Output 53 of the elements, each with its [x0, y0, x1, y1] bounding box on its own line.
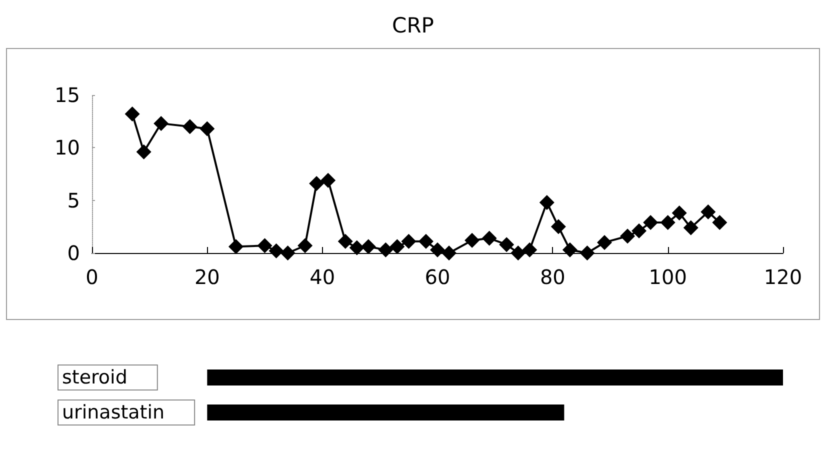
point: [632, 223, 647, 238]
point: [430, 242, 445, 258]
point: [338, 234, 353, 249]
x-tick-label: 40: [310, 265, 336, 289]
point: [349, 240, 364, 256]
point: [309, 176, 324, 191]
point: [280, 246, 296, 260]
y-tick-label: 0: [67, 241, 80, 265]
point: [510, 246, 526, 260]
point: [136, 144, 152, 160]
point: [522, 242, 538, 258]
point: [320, 172, 336, 188]
point: [228, 239, 244, 254]
point: [360, 239, 376, 254]
y-tick-label: 10: [54, 136, 80, 160]
point: [298, 238, 313, 254]
point: [596, 234, 612, 250]
point: [660, 214, 676, 230]
y-tick-label: urinastatin: [62, 402, 165, 424]
point: [499, 237, 514, 252]
point: [482, 230, 497, 246]
x-tick-label: 60: [424, 265, 450, 289]
point: [442, 246, 457, 260]
point: [672, 205, 687, 220]
point: [182, 119, 198, 134]
point: [550, 219, 566, 234]
point: [378, 242, 394, 258]
point: [154, 116, 169, 131]
point: [643, 214, 658, 230]
point: [700, 204, 716, 220]
point: [418, 234, 434, 249]
x-tick-label: 20: [194, 265, 220, 289]
point: [562, 242, 578, 258]
x-tick-label: 80: [540, 265, 566, 289]
point: [539, 194, 554, 210]
point: [580, 246, 595, 260]
point: [712, 214, 728, 230]
point: [390, 239, 405, 254]
point: [464, 232, 480, 248]
point: [401, 234, 416, 249]
y-tick-label: 5: [67, 188, 80, 212]
x-tick-label: 100: [648, 265, 687, 289]
y-tick-label: 15: [54, 83, 80, 107]
y-tick-label: steroid: [62, 366, 128, 388]
point: [257, 238, 272, 254]
point: [200, 121, 215, 136]
x-tick-label: 0: [86, 265, 98, 289]
point: [620, 228, 636, 244]
point: [268, 243, 284, 258]
point: [124, 106, 140, 122]
chart-title: CRP: [392, 14, 434, 38]
point: [683, 220, 698, 236]
x-tick-label: 120: [764, 265, 802, 289]
